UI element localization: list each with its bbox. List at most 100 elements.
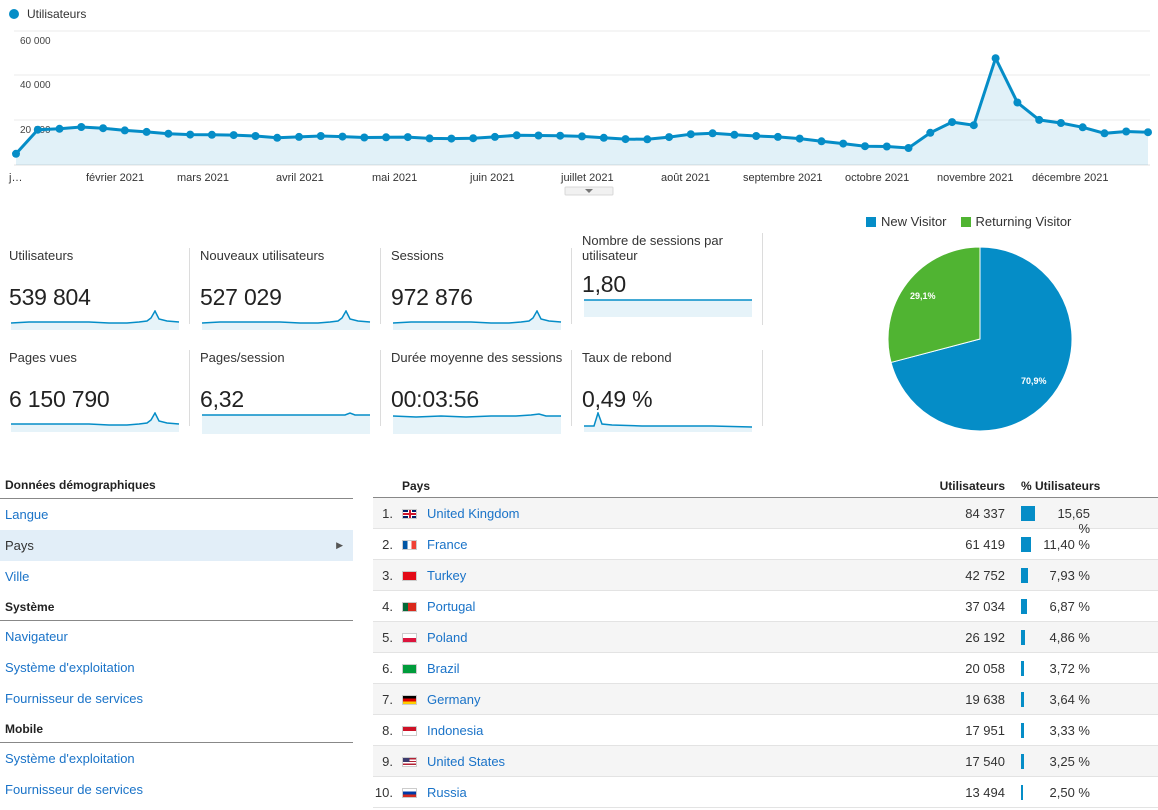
metric-bounce-rate[interactable]: Taux de rebond 0,49 % (582, 350, 758, 444)
pie-slice-new-visitor[interactable] (890, 246, 1073, 432)
chart-point[interactable] (534, 131, 543, 140)
country-link[interactable]: Russia (427, 785, 467, 800)
nav-item-mobile-os[interactable]: Système d'exploitation (5, 751, 135, 766)
pie-legend-new[interactable]: New Visitor (866, 214, 947, 229)
chart-point[interactable] (99, 124, 108, 133)
chart-point[interactable] (403, 133, 412, 142)
metric-users[interactable]: Utilisateurs 539 804 (9, 248, 185, 342)
metric-value: 00:03:56 (391, 386, 479, 412)
country-link[interactable]: United States (427, 754, 506, 769)
chart-point[interactable] (77, 123, 86, 131)
chart-resize-handle[interactable] (564, 186, 614, 196)
chart-point[interactable] (817, 137, 826, 146)
flag-icon (402, 664, 417, 674)
chart-point[interactable] (578, 132, 586, 141)
nav-item-mobile-service-provider[interactable]: Fournisseur de services (5, 782, 143, 797)
metric-value: 527 029 (200, 284, 282, 310)
chart-point[interactable] (773, 132, 782, 141)
chart-point[interactable] (621, 135, 630, 144)
country-link[interactable]: Brazil (427, 661, 460, 676)
chart-point[interactable] (273, 133, 282, 142)
chart-point[interactable] (512, 131, 521, 140)
chart-point[interactable] (599, 133, 608, 142)
chart-point[interactable] (425, 134, 434, 143)
chart-point[interactable] (55, 124, 64, 133)
metric-pages-per-session[interactable]: Pages/session 6,32 (200, 350, 376, 444)
table-row: 9. United States 17 540 3,25 % (373, 746, 1158, 777)
chart-point[interactable] (1013, 98, 1022, 107)
chart-point[interactable] (795, 134, 804, 143)
pie-slice-returning-visitor[interactable] (887, 246, 981, 364)
chart-point[interactable] (904, 144, 913, 152)
chart-point[interactable] (839, 139, 848, 148)
flag-icon (402, 571, 417, 581)
chart-point[interactable] (490, 132, 499, 141)
nav-item-country[interactable]: Pays ▶ (0, 530, 353, 561)
chart-point[interactable] (207, 130, 216, 139)
flag-icon (402, 695, 417, 705)
country-link[interactable]: France (427, 537, 468, 552)
chart-point[interactable] (556, 131, 565, 140)
nav-item-service-provider[interactable]: Fournisseur de services (5, 691, 143, 706)
chart-point[interactable] (882, 142, 891, 151)
chart-point[interactable] (142, 127, 151, 136)
chart-point[interactable] (1122, 127, 1131, 136)
chart-point[interactable] (469, 134, 478, 143)
chart-point[interactable] (295, 132, 303, 141)
chart-point[interactable] (12, 149, 20, 158)
metric-new-users[interactable]: Nouveaux utilisateurs 527 029 (200, 248, 376, 342)
col-header-country[interactable]: Pays (402, 479, 431, 493)
chart-point[interactable] (948, 118, 957, 127)
chart-point[interactable] (1078, 123, 1087, 132)
chart-point[interactable] (861, 142, 869, 151)
report-nav: Données démographiques Langue Pays ▶ Vill… (0, 470, 353, 805)
chart-point[interactable] (1035, 115, 1044, 124)
chart-point[interactable] (1056, 119, 1065, 127)
col-header-users[interactable]: Utilisateurs (939, 479, 1005, 493)
metric-label: Sessions (391, 248, 444, 263)
country-link[interactable]: Poland (427, 630, 468, 645)
nav-item-language[interactable]: Langue (5, 507, 49, 522)
chart-point[interactable] (360, 133, 369, 142)
metric-pageviews[interactable]: Pages vues 6 150 790 (9, 350, 185, 444)
chart-point[interactable] (643, 135, 652, 144)
chart-point[interactable] (969, 121, 978, 130)
x-axis-label: février 2021 (86, 172, 144, 184)
country-link[interactable]: Germany (427, 692, 481, 707)
chart-point[interactable] (120, 126, 129, 135)
country-link[interactable]: Indonesia (427, 723, 484, 738)
chart-point[interactable] (382, 133, 391, 142)
country-link[interactable]: United Kingdom (427, 506, 520, 521)
chart-point[interactable] (316, 132, 325, 140)
chart-point[interactable] (730, 130, 739, 139)
y-tick-label: 40 000 (20, 80, 51, 91)
chart-point[interactable] (229, 131, 238, 140)
nav-item-city[interactable]: Ville (5, 569, 30, 584)
chart-points[interactable] (12, 54, 1152, 158)
pie-legend-returning[interactable]: Returning Visitor (960, 214, 1071, 229)
metric-sessions[interactable]: Sessions 972 876 (391, 248, 567, 342)
metric-sessions-per-user[interactable]: Nombre de sessions par utilisateur 1,80 (582, 233, 758, 327)
chart-point[interactable] (338, 132, 347, 141)
chart-point[interactable] (1144, 128, 1152, 137)
metric-avg-session-duration[interactable]: Durée moyenne des sessions 00:03:56 (391, 350, 567, 444)
chart-point[interactable] (1100, 129, 1109, 138)
chart-point[interactable] (186, 130, 195, 139)
nav-item-os[interactable]: Système d'exploitation (5, 660, 135, 675)
chevron-right-icon: ▶ (336, 540, 343, 550)
country-link[interactable]: Turkey (427, 568, 467, 583)
chart-point[interactable] (665, 133, 674, 142)
chart-point[interactable] (752, 132, 761, 140)
chart-point[interactable] (33, 125, 42, 134)
chart-point[interactable] (251, 132, 260, 140)
chart-point[interactable] (686, 130, 695, 139)
chart-point[interactable] (708, 129, 717, 138)
chart-point[interactable] (926, 128, 935, 137)
col-header-pct-users[interactable]: % Utilisateurs (1021, 479, 1101, 493)
metric-sparkline (202, 412, 370, 434)
nav-item-browser[interactable]: Navigateur (5, 629, 68, 644)
chart-point[interactable] (447, 134, 456, 143)
chart-point[interactable] (164, 129, 173, 138)
chart-point[interactable] (991, 54, 1000, 63)
country-link[interactable]: Portugal (427, 599, 476, 614)
